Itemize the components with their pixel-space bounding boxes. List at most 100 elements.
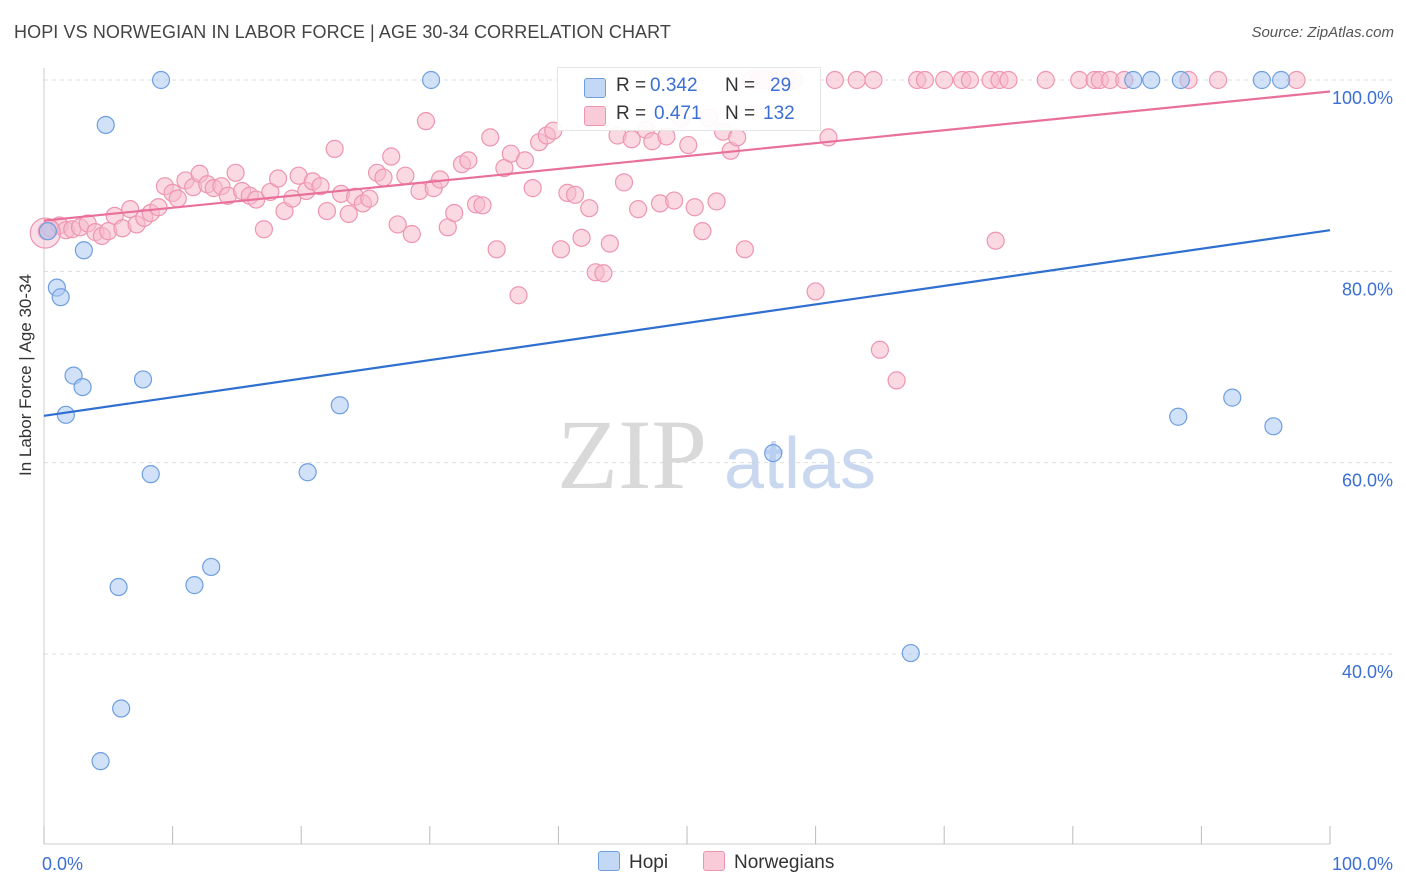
hopi-point — [133, 370, 153, 389]
y-tick-label: 80.0% — [1342, 279, 1393, 299]
norwegians-point — [360, 189, 379, 208]
norwegians-point — [1036, 70, 1055, 90]
norwegians-point — [149, 198, 168, 217]
norwegians-point — [728, 128, 747, 147]
norwegians-point — [847, 70, 866, 90]
norwegians-point — [1209, 70, 1228, 90]
legend-row-norwegians: R = 0.471 N = 132 — [558, 99, 820, 129]
x-tick-label-start: 0.0% — [42, 854, 83, 874]
norwegians-legend-label: Norwegians — [734, 852, 835, 873]
norwegians-legend-swatch — [703, 851, 725, 871]
norwegians-point — [416, 112, 436, 131]
norwegians-point — [707, 192, 726, 211]
norwegians-point — [509, 286, 528, 305]
norwegians-point — [268, 169, 288, 188]
hopi-point — [202, 557, 221, 577]
trend-lines — [43, 90, 1331, 417]
norwegians-point — [999, 70, 1018, 90]
hopi-point — [91, 752, 110, 771]
norwegians-point — [515, 151, 535, 170]
hopi-point — [330, 396, 349, 415]
hopi-r-value: 0.342 — [650, 75, 698, 96]
hopi-point — [1223, 388, 1242, 407]
hopi-r-label: R = — [616, 75, 647, 96]
legend-row-hopi: R = 0.342 N = 29 — [558, 71, 820, 101]
y-tick-label: 60.0% — [1342, 471, 1393, 491]
hopi-point — [1142, 70, 1161, 90]
hopi-point — [298, 463, 317, 482]
hopi-point — [151, 70, 171, 90]
hopi-point — [51, 288, 70, 307]
hopi-trend-line — [43, 229, 1331, 417]
norwegians-n-value: 132 — [763, 103, 795, 124]
hopi-point — [56, 405, 75, 424]
legend-item-hopi[interactable]: Hopi — [598, 851, 668, 874]
norwegians-point — [665, 191, 684, 210]
axes — [43, 68, 1331, 845]
hopi-point — [1169, 407, 1188, 426]
norwegians-point — [226, 163, 245, 182]
norwegians-point — [339, 204, 358, 224]
norwegians-point — [481, 128, 500, 147]
norwegians-point — [580, 199, 599, 218]
gridlines — [44, 79, 1392, 655]
norwegians-point — [600, 234, 619, 253]
hopi-n-value: 29 — [770, 75, 792, 96]
norwegians-point — [566, 185, 585, 204]
watermark: ZIP atlas — [557, 399, 876, 510]
hopi-swatch — [584, 78, 606, 98]
norwegians-point — [825, 70, 844, 90]
norwegians-point — [382, 147, 401, 166]
hopi-point — [1124, 70, 1143, 90]
norwegians-n-label: N = — [725, 103, 756, 124]
watermark-zip: ZIP — [557, 399, 707, 510]
norwegians-trend-line — [43, 90, 1331, 222]
hopi-legend-label: Hopi — [629, 852, 669, 873]
norwegians-r-value: 0.471 — [654, 103, 702, 124]
hopi-point — [901, 643, 920, 663]
hopi-point — [96, 115, 115, 135]
norwegians-point — [402, 224, 421, 244]
hopi-point — [1171, 70, 1190, 90]
hopi-point — [112, 699, 131, 718]
legend-item-norwegians[interactable]: Norwegians — [703, 851, 834, 874]
stats-legend: R = 0.342 N = 29 R = 0.471 N = 132 — [557, 67, 821, 131]
norwegians-swatch — [584, 106, 606, 126]
hopi-point — [764, 444, 783, 463]
y-tick-label: 40.0% — [1342, 662, 1393, 682]
norwegians-point — [523, 179, 542, 198]
norwegians-point — [685, 198, 704, 217]
source-credit: Source: ZipAtlas.com — [1251, 24, 1394, 41]
norwegians-point — [887, 371, 906, 390]
norwegians-point — [1070, 70, 1089, 90]
norwegians-point — [864, 70, 883, 90]
hopi-point — [1272, 70, 1291, 90]
hopi-points — [38, 70, 1291, 771]
norwegians-point — [572, 228, 591, 247]
x-tick-label-end: 100.0% — [1332, 854, 1393, 874]
norwegians-point — [374, 168, 393, 187]
hopi-point — [38, 222, 57, 241]
hopi-point — [1252, 70, 1271, 90]
hopi-n-label: N = — [725, 75, 756, 96]
norwegians-point — [445, 203, 464, 223]
norwegians-point — [311, 177, 330, 196]
norwegians-point — [960, 70, 980, 90]
norwegians-points — [29, 70, 1306, 390]
norwegians-point — [261, 182, 280, 202]
norwegians-point — [168, 189, 187, 208]
y-tick-label: 100.0% — [1332, 88, 1393, 108]
norwegians-point — [986, 231, 1005, 250]
norwegians-point — [915, 70, 935, 90]
norwegians-point — [735, 240, 754, 259]
hopi-point — [109, 577, 128, 597]
norwegians-point — [396, 166, 415, 185]
chart-title: HOPI VS NORWEGIAN IN LABOR FORCE | AGE 3… — [14, 22, 672, 42]
norwegians-point — [806, 282, 825, 301]
norwegians-point — [254, 220, 274, 239]
hopi-point — [141, 465, 160, 484]
norwegians-point — [594, 264, 613, 283]
tick-labels: 40.0% 60.0% 80.0% 100.0% 0.0% 100.0% — [42, 88, 1393, 874]
norwegians-point — [325, 139, 344, 158]
